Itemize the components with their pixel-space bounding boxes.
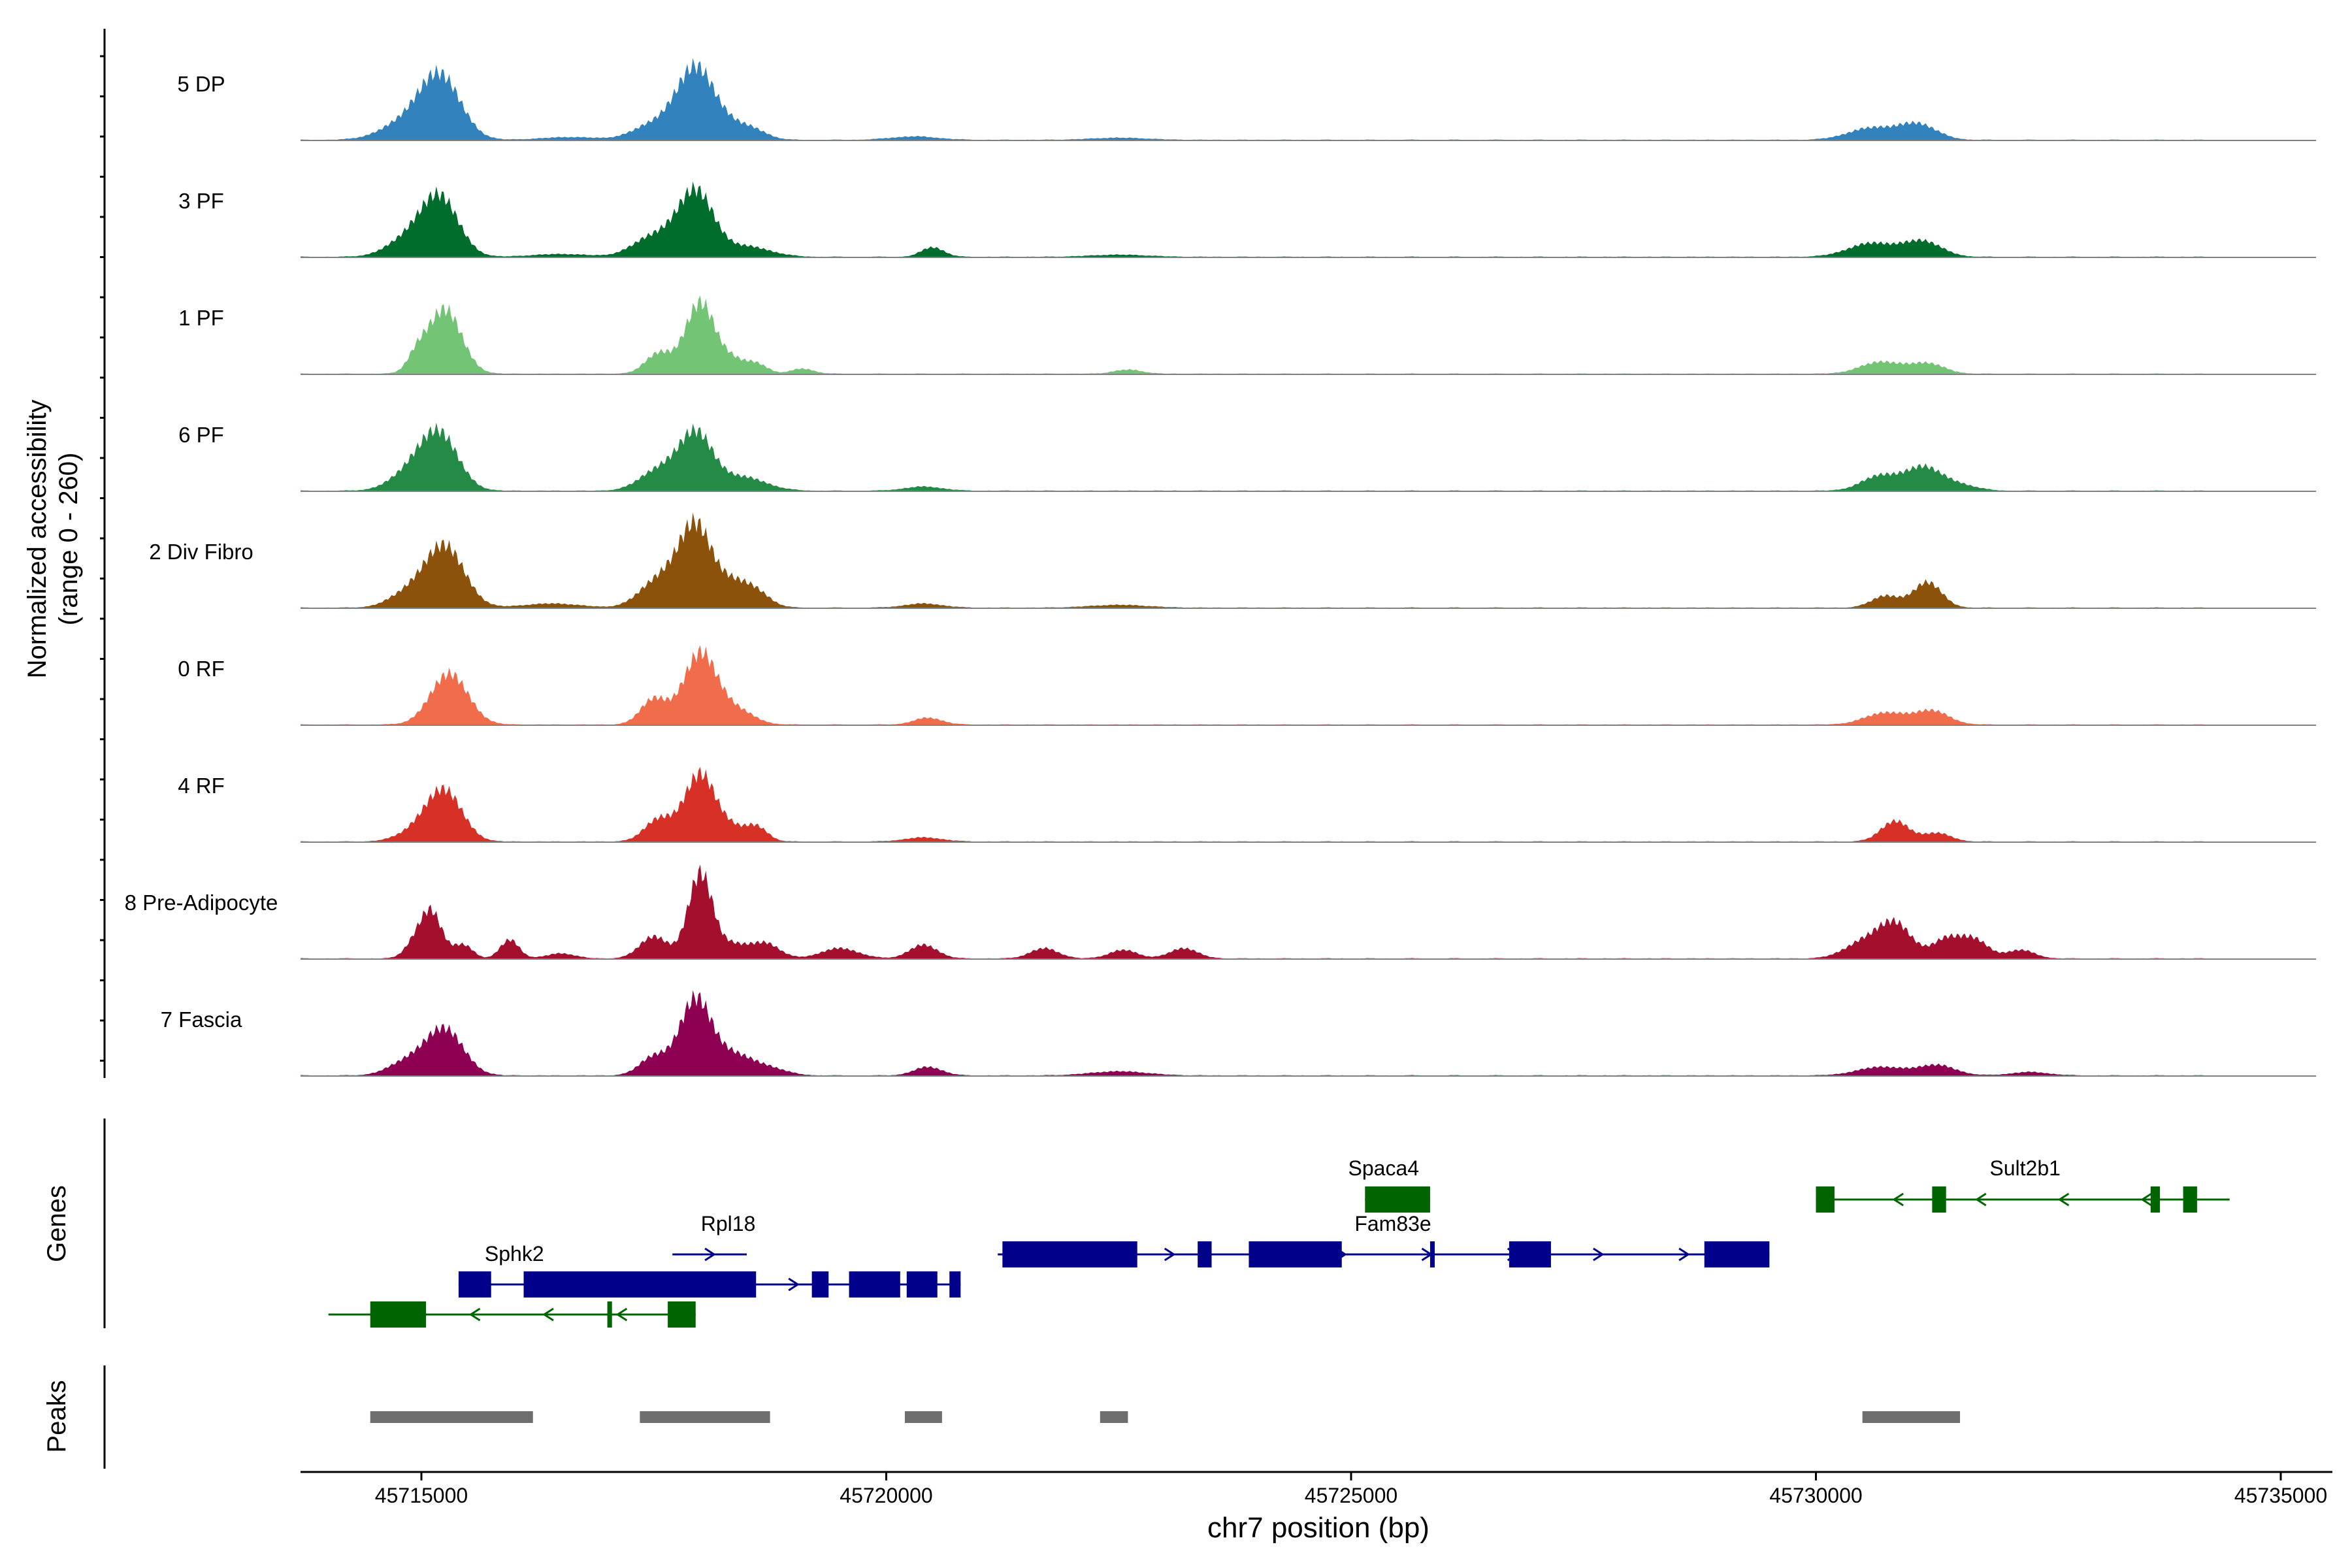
gene-sphk2: Sphk2 [458,1242,961,1298]
exon [458,1271,491,1298]
exon [1816,1186,1835,1213]
coverage-area [301,181,2216,257]
track-label: 4 RF [178,774,225,798]
coverage-area [301,990,2216,1076]
gene-label: Spaca4 [1348,1156,1420,1180]
strand-arrow [788,1277,800,1292]
track-label: 7 Fascia [161,1007,242,1032]
coverage-area [301,864,2216,959]
exon [668,1301,696,1328]
x-tick-label: 45730000 [1769,1484,1862,1507]
exon [1704,1241,1770,1267]
gene-label: Rpl18 [701,1212,756,1235]
x-tick-label: 45725000 [1305,1484,1397,1507]
peaks-panel [103,1365,1961,1469]
genes-panel: Sphk2 Rpl18 Fam83e Spaca4 Sult2b1 [103,1119,2230,1328]
strand-arrow [2140,1192,2152,1207]
x-tick-label: 45715000 [375,1484,468,1507]
peak-region [904,1411,942,1423]
strand-arrow [1678,1247,1690,1262]
track-label: 2 Div Fibro [149,540,253,564]
exon [2150,1186,2160,1213]
exon [1365,1186,1430,1213]
gene-label: Sult2b1 [1989,1156,2061,1180]
track-7-fascia: 7 Fascia [161,990,2316,1077]
gene-spaca4: Spaca4 [1348,1156,1430,1213]
strand-arrow [1164,1247,1176,1262]
track-3-pf: 3 PF [178,181,2316,258]
exon [1198,1241,1212,1267]
track-label: 5 DP [177,72,225,96]
strand-arrow [704,1247,716,1262]
exon [607,1301,612,1328]
gene-label: Fam83e [1354,1212,1431,1235]
track-label: 1 PF [178,306,224,330]
track-label: 3 PF [178,189,224,213]
gene-label: Sphk2 [485,1242,544,1266]
coverage-area [301,766,2216,842]
y-axis-label-line1: Normalized accessibility [23,400,52,679]
gene-sult2b1: Sult2b1 [1816,1156,2230,1213]
strand-arrow [1593,1247,1605,1262]
coverage-area [301,512,2216,608]
track-6-pf: 6 PF [178,422,2316,492]
exon [906,1271,938,1298]
exon [2183,1186,2197,1213]
track-5-dp: 5 DP [177,57,2316,141]
genes-panel-title: Genes [42,1185,71,1262]
peak-region [1100,1411,1128,1423]
track-8-pre-adipocyte: 8 Pre-Adipocyte [125,864,2316,960]
strand-arrow [615,1307,628,1322]
peak-region [370,1411,533,1423]
coverage-area [301,645,2216,725]
x-axis: 45715000 45720000 45725000 45730000 45735000 [301,1471,2332,1507]
exon [523,1271,757,1298]
x-tick-label: 45720000 [840,1484,932,1507]
coverage-area [301,295,2216,374]
strand-arrow [2057,1192,2070,1207]
x-tick-label: 45735000 [2234,1484,2327,1507]
strand-arrow [1974,1192,1987,1207]
exon [811,1271,829,1298]
x-axis-label: chr7 position (bp) [1207,1512,1429,1544]
coverage-area [301,422,2216,491]
peak-region [1862,1411,1961,1423]
exon [1249,1241,1342,1267]
exon [1002,1241,1137,1267]
strand-arrow [542,1307,554,1322]
gene-sphk2_neg [328,1301,696,1328]
strand-arrow [468,1307,481,1322]
track-1-pf: 1 PF [178,295,2316,375]
strand-arrow [1892,1192,1904,1207]
coverage-area [301,57,2216,140]
exon [1509,1241,1551,1267]
peak-region [640,1411,770,1423]
track-4-rf: 4 RF [178,766,2316,843]
track-2-div-fibro: 2 Div Fibro [149,512,2316,609]
track-label: 0 RF [178,657,225,681]
gene-fam83e: Fam83e [998,1212,1770,1267]
exon [1932,1186,1946,1213]
track-label: 6 PF [178,423,224,447]
peaks-panel-title: Peaks [42,1380,71,1452]
coverage-tracks: 5 DP 3 PF 1 PF 6 PF 2 Div Fibro 0 RF 4 RF 8 Pre… [100,29,2316,1078]
track-0-rf: 0 RF [178,645,2316,726]
exon [949,1271,961,1298]
y-axis-label-line2: (range 0 - 260) [54,453,83,626]
gene-rpl18: Rpl18 [672,1212,756,1262]
exon [370,1301,427,1328]
track-label: 8 Pre-Adipocyte [125,890,278,915]
exon [849,1271,900,1298]
exon [1429,1241,1435,1267]
